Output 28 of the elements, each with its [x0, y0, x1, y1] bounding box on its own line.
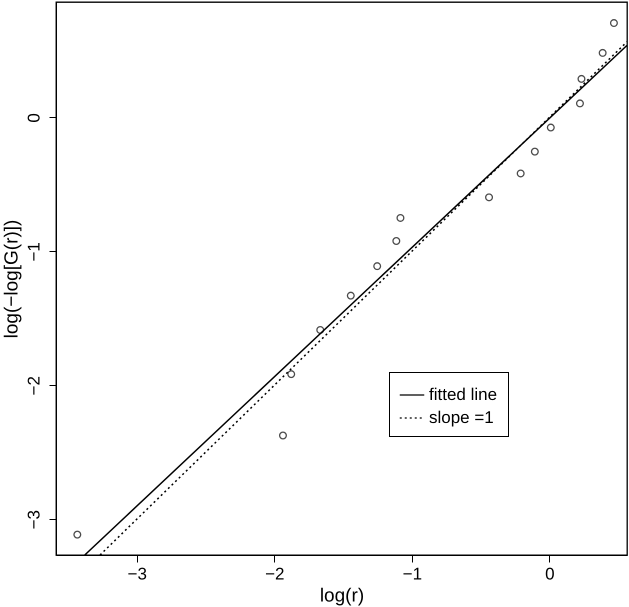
point — [610, 19, 618, 28]
point — [373, 262, 382, 270]
legend-label: slope =1 — [429, 408, 494, 427]
point — [73, 530, 82, 539]
x-tick-label: 0 — [545, 564, 555, 584]
point — [577, 74, 586, 83]
point — [598, 48, 607, 57]
x-tick-label: −3 — [128, 564, 147, 584]
x-axis-title: log(r) — [320, 586, 364, 606]
point — [287, 370, 296, 378]
y-axis-title: log(−log[G(r)]) — [2, 220, 22, 338]
point — [392, 236, 400, 245]
point — [530, 148, 539, 156]
y-tick-label: 0 — [24, 113, 44, 123]
point — [576, 99, 584, 108]
point — [346, 292, 355, 300]
y-tick-label: −1 — [24, 242, 44, 262]
point — [546, 124, 555, 132]
point — [485, 193, 494, 202]
x-tick-label: −2 — [265, 564, 284, 584]
y-tick-label: −2 — [24, 376, 44, 396]
point — [278, 432, 287, 440]
y-tick-label: −3 — [24, 510, 44, 530]
point — [396, 214, 404, 222]
x-tick-label: −1 — [402, 564, 422, 584]
point — [516, 169, 525, 178]
legend-label: fitted line — [429, 385, 498, 404]
point — [316, 326, 324, 334]
